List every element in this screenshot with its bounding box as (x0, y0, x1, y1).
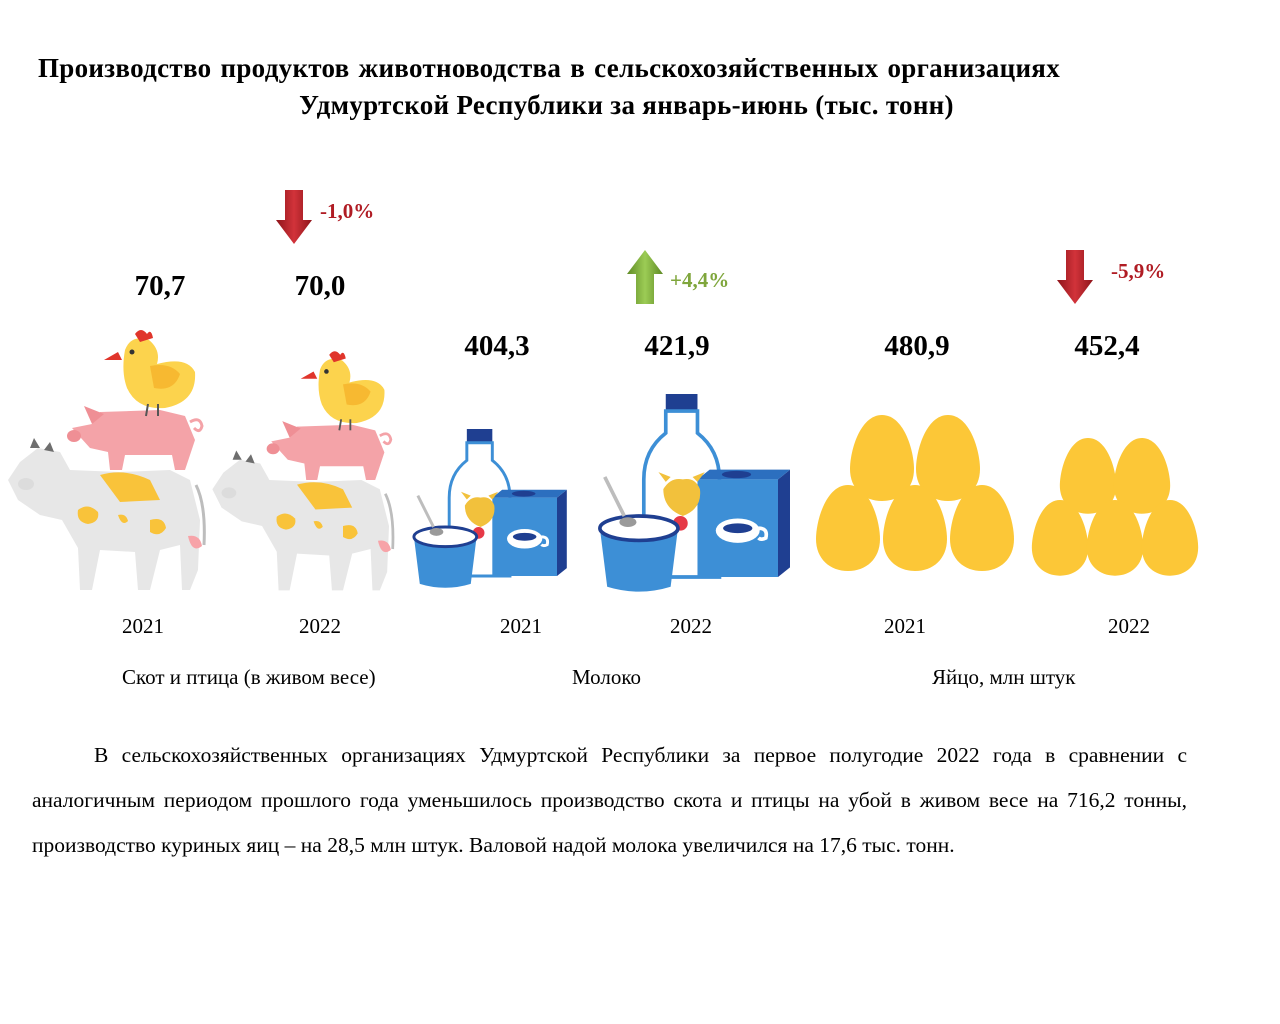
value-label-eggs-2022: 452,4 (1074, 330, 1140, 362)
value-label-livestock-2021: 70,7 (134, 270, 186, 302)
value-label-milk-2021: 404,3 (464, 330, 530, 362)
chart-title: Производство продуктов животноводства в … (30, 50, 1205, 124)
change-label-livestock: -1,0% (320, 199, 375, 223)
category-label-milk: Молоко (572, 665, 641, 689)
value-label-livestock-2022: 70,0 (294, 270, 346, 302)
decrease-arrow-icon (276, 190, 312, 244)
chart-title-line-1: Производство продуктов животноводства в … (38, 53, 1061, 83)
summary-paragraph: В сельскохозяйственных организациях Удму… (32, 743, 1187, 857)
decrease-arrow-icon (1057, 250, 1093, 304)
eggs-icon (816, 415, 1199, 576)
year-label-livestock-2022: 2022 (299, 614, 341, 638)
category-label-eggs: Яйцо, млн штук (932, 665, 1076, 689)
livestock-icon (6, 328, 395, 592)
year-label-eggs-2022: 2022 (1108, 614, 1150, 638)
year-label-livestock-2021: 2021 (122, 614, 164, 638)
value-label-eggs-2021: 480,9 (884, 330, 950, 362)
increase-arrow-icon (627, 250, 663, 304)
milk-icon (412, 392, 790, 594)
year-label-eggs-2021: 2021 (884, 614, 926, 638)
chart-title-line-2: Удмуртской Республики за январь-июнь (ты… (299, 90, 954, 120)
change-label-milk: +4,4% (670, 268, 730, 292)
change-label-eggs: -5,9% (1111, 259, 1166, 283)
value-label-milk-2022: 421,9 (644, 330, 710, 362)
category-label-livestock: Скот и птица (в живом весе) (122, 665, 376, 689)
year-label-milk-2022: 2022 (670, 614, 712, 638)
year-label-milk-2021: 2021 (500, 614, 542, 638)
